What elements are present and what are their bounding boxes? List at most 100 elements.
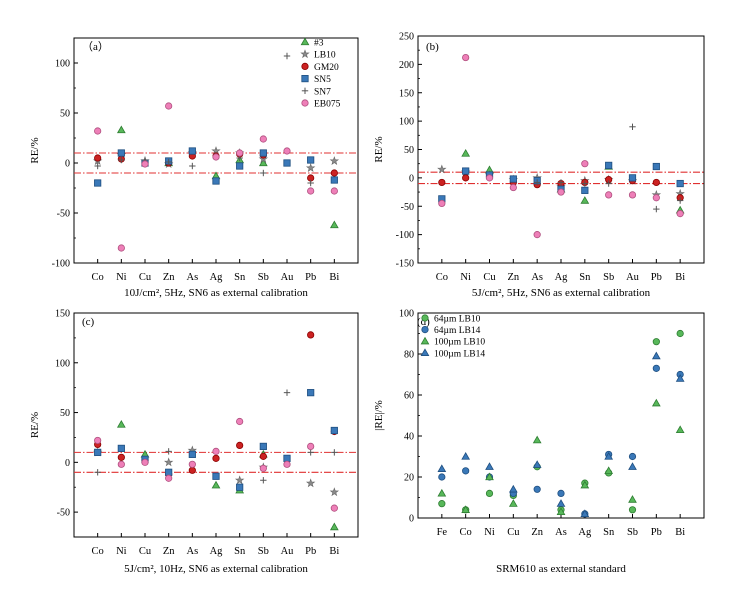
- y-tick-label: 50: [60, 408, 70, 419]
- data-point: [330, 426, 338, 435]
- x-tick-label: As: [186, 272, 198, 283]
- legend-marker: [301, 75, 309, 83]
- x-tick-label: Sn: [603, 527, 615, 538]
- data-point: [485, 489, 494, 497]
- data-point: [141, 160, 149, 168]
- legend-label: 64µm LB14: [434, 326, 481, 336]
- legend-marker: [420, 336, 430, 345]
- data-point: [676, 179, 684, 188]
- data-point: [462, 174, 470, 182]
- x-tick-label: Co: [92, 546, 104, 557]
- data-point: [509, 183, 517, 192]
- y-tick-label: 100: [55, 358, 70, 369]
- data-point: [234, 475, 245, 485]
- y-tick-label: 100: [55, 59, 70, 70]
- x-tick-label: Au: [281, 272, 295, 283]
- data-point: [94, 436, 102, 445]
- data-point: [557, 489, 565, 497]
- data-point: [283, 460, 291, 468]
- data-point: [94, 127, 102, 135]
- data-point: [283, 159, 291, 167]
- data-point: [259, 149, 267, 157]
- data-point: [212, 454, 220, 462]
- series--3: [461, 148, 685, 214]
- x-tick-label: Ag: [210, 546, 224, 557]
- x-tick-label: Co: [436, 272, 448, 283]
- legend-marker: [421, 325, 429, 334]
- x-tick-label: As: [555, 527, 567, 538]
- data-point: [676, 197, 684, 204]
- data-point: [437, 488, 447, 497]
- data-point: [437, 164, 447, 174]
- data-point: [532, 435, 542, 444]
- x-tick-label: Sn: [234, 272, 246, 283]
- plot-frame: [417, 35, 705, 264]
- panel-label: （a）: [82, 40, 109, 53]
- series-SN7: [94, 389, 338, 484]
- series-SN7: [533, 123, 684, 213]
- data-point: [651, 351, 661, 360]
- series-EB075: [94, 417, 338, 512]
- data-point: [557, 179, 565, 186]
- data-point: [628, 462, 637, 470]
- data-point: [283, 454, 291, 462]
- x-tick-label: Cu: [507, 527, 520, 538]
- data-point: [330, 187, 338, 195]
- data-point: [141, 458, 149, 466]
- data-point: [329, 487, 340, 497]
- data-point: [485, 174, 494, 182]
- legend-marker: [420, 348, 430, 356]
- x-axis-label: SRM610 as external standard: [496, 563, 626, 575]
- data-point: [462, 167, 470, 175]
- series--3: [116, 125, 339, 229]
- data-point: [236, 417, 244, 426]
- data-point: [305, 163, 316, 172]
- data-point: [485, 472, 494, 481]
- data-point: [675, 374, 685, 382]
- data-point: [117, 244, 125, 252]
- data-point: [307, 442, 315, 451]
- legend-marker: [301, 62, 309, 71]
- data-point: [652, 364, 660, 372]
- data-point: [676, 329, 684, 338]
- data-point: [485, 462, 494, 470]
- data-point: [283, 147, 291, 155]
- x-tick-label: Ni: [116, 546, 127, 557]
- data-point: [557, 188, 565, 196]
- x-tick-label: Ni: [484, 527, 495, 538]
- data-point: [258, 154, 269, 163]
- x-tick-label: Ag: [578, 527, 592, 538]
- data-point: [258, 158, 268, 167]
- data-point: [117, 453, 125, 461]
- data-point: [580, 196, 590, 204]
- data-point: [462, 467, 470, 475]
- legend-marker: [300, 49, 310, 59]
- x-tick-label: Ni: [460, 272, 471, 283]
- data-point: [211, 480, 221, 489]
- data-point: [676, 210, 684, 218]
- legend-label: EB075: [314, 100, 341, 110]
- y-tick-label: 80: [404, 350, 414, 361]
- y-tick-label: -50: [57, 209, 70, 220]
- data-point: [652, 162, 660, 171]
- legend-label: #3: [314, 39, 324, 49]
- data-point: [283, 52, 291, 60]
- data-point: [508, 499, 518, 507]
- x-tick-label: Bi: [675, 272, 685, 283]
- data-point: [438, 199, 446, 208]
- data-point: [556, 499, 566, 507]
- y-tick-label: -150: [396, 259, 414, 270]
- legend-marker: [301, 87, 309, 94]
- data-point: [330, 504, 338, 512]
- data-point: [188, 460, 196, 468]
- y-tick-label: 0: [65, 458, 70, 469]
- y-tick-label: 200: [399, 60, 414, 71]
- panel-a: -100 -50 0 50 100 Co Ni Cu Zn As Ag Sn Sb Au Pb Bi 10J/c…: [29, 37, 359, 299]
- legend-label: SN5: [314, 75, 331, 85]
- y-tick-label: 0: [65, 159, 70, 170]
- data-point: [117, 444, 125, 452]
- y-tick-label: -50: [57, 508, 70, 519]
- data-point: [580, 480, 590, 489]
- data-point: [307, 389, 315, 397]
